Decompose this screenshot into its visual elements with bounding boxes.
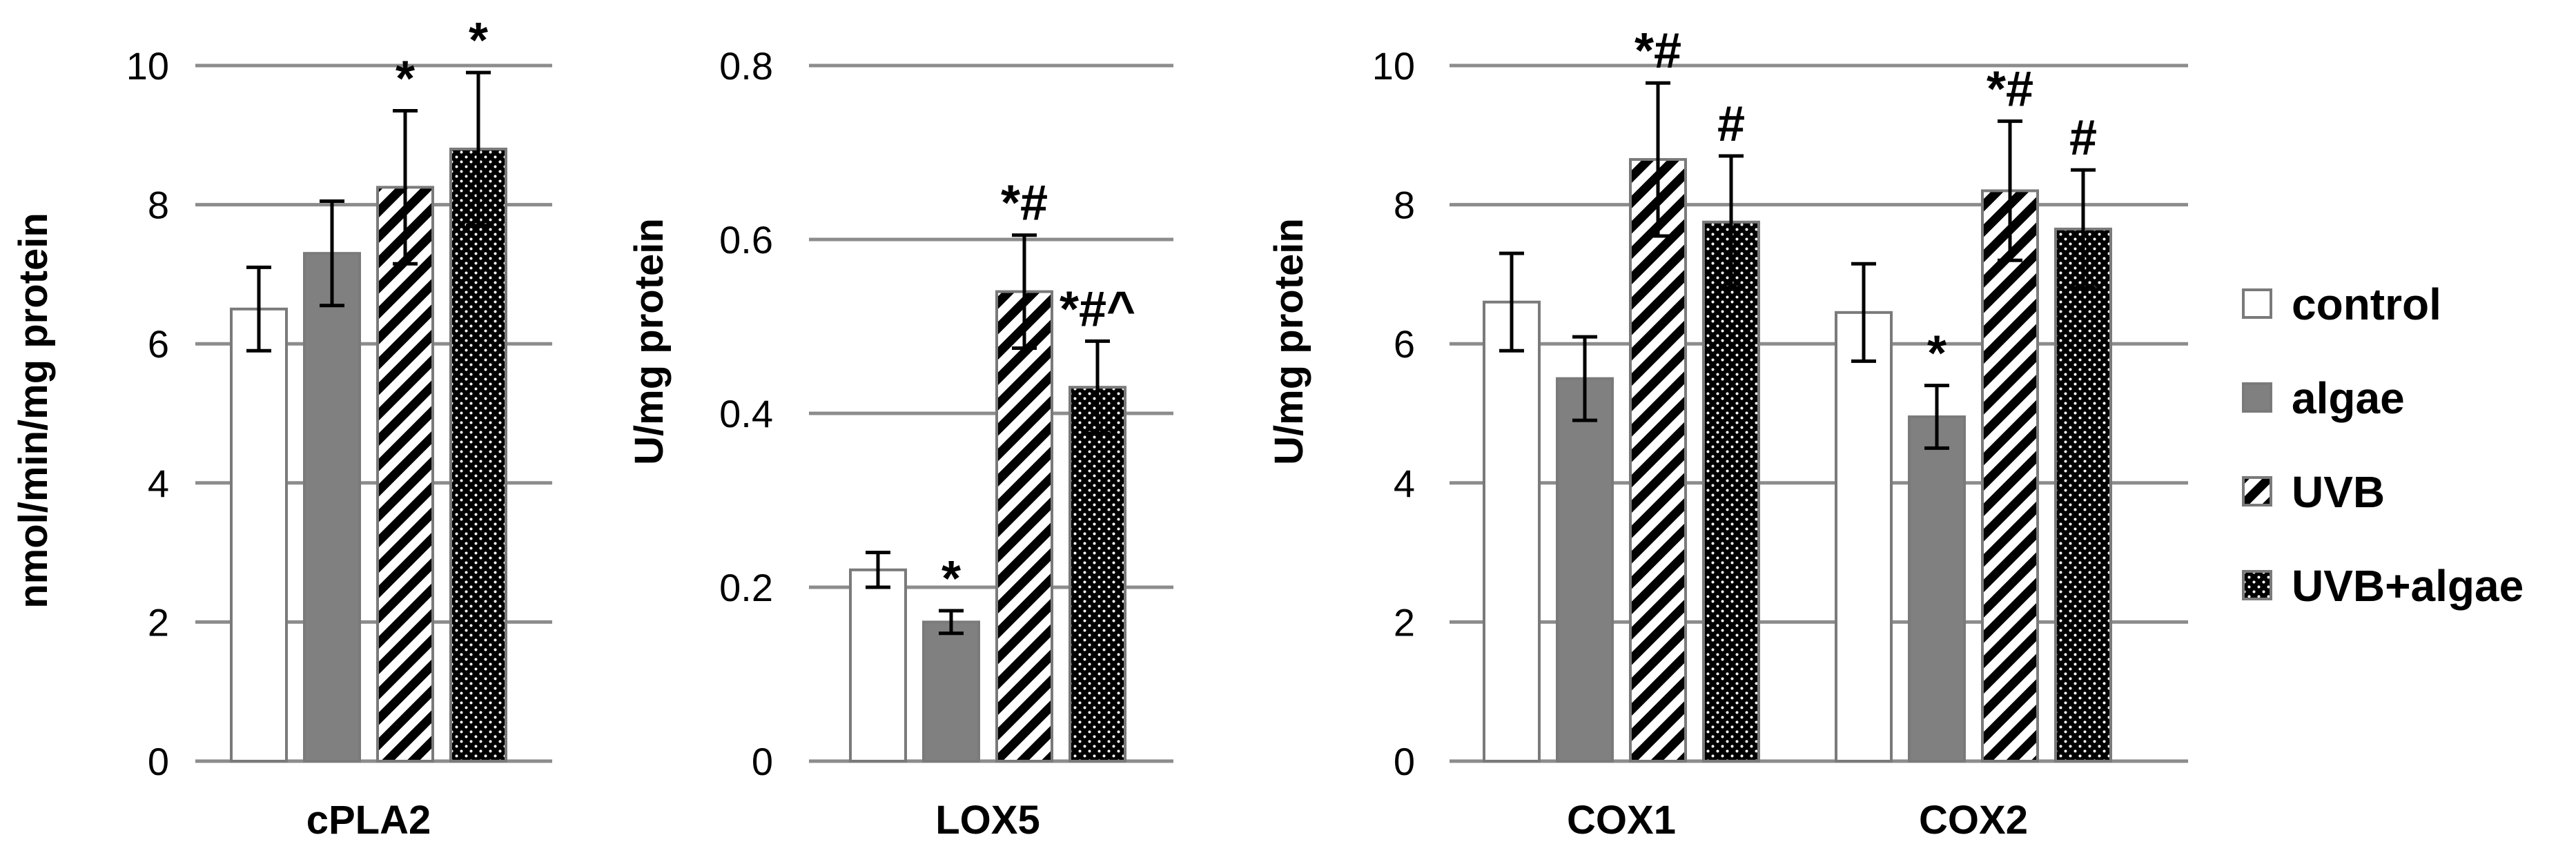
legend-swatch-uvb <box>2242 476 2272 507</box>
bar-cox1-control <box>1483 300 1541 763</box>
bar-cox2-algae <box>1908 415 1966 763</box>
y-tick-label-lox5-1: 0.2 <box>719 566 773 609</box>
bar-cox1-uvb <box>1629 158 1687 763</box>
significance-label-cox2-uvb-algae: # <box>2069 110 2097 166</box>
bar-lox5-algae <box>922 620 980 763</box>
bar-lox5-control <box>849 568 907 763</box>
bar-cpla2-uvb <box>376 186 434 763</box>
error-bar-cox1-uvb <box>1646 81 1670 238</box>
bar-cox2-control <box>1835 311 1893 763</box>
legend-entry-uvb: UVB <box>2242 467 2385 517</box>
y-axis-label-cox: U/mg protein <box>1267 218 1311 465</box>
y-axis-label-cpla2: nmol/min/mg protein <box>11 213 56 609</box>
bar-lox5-uvb <box>995 290 1053 763</box>
error-bar-cox1-algae <box>1572 335 1597 422</box>
error-bar-cox1-control <box>1499 251 1524 353</box>
error-bar-cox2-uvb <box>1998 119 2022 262</box>
y-tick-label-cox1-cox2-5: 10 <box>1372 44 1415 88</box>
chart-panel-lox5: 0 0.2 0.4 0.6 0.8 * *#*#^ LOX5 <box>719 44 1173 843</box>
y-tick-label-lox5-0: 0 <box>752 740 773 783</box>
bar-cox2-uvb-algae <box>2054 227 2112 763</box>
significance-label-cox1-uvb-algae: # <box>1717 97 1745 152</box>
legend-entry-control: control <box>2242 279 2441 329</box>
y-tick-label-cox1-cox2-2: 4 <box>1394 462 1415 505</box>
y-tick-label-cpla2-0: 0 <box>148 740 169 783</box>
y-tick-label-lox5-4: 0.8 <box>719 44 773 88</box>
error-bar-cox2-algae <box>1924 384 1949 450</box>
bar-cpla2-uvb-algae <box>449 147 507 763</box>
legend-label-uvb: UVB <box>2292 467 2385 517</box>
significance-label-cox2-algae: * <box>1927 326 1946 382</box>
bar-cox1-uvb-algae <box>1702 220 1760 763</box>
legend: control algae UVB UVB+algae <box>2242 279 2524 611</box>
chart-panel-cpla2: 0 2 4 6 8 10 * * cPLA2 <box>126 13 552 843</box>
error-bar-cpla2-uvb-algae <box>466 70 491 228</box>
y-tick-label-cox1-cox2-1: 2 <box>1394 600 1415 644</box>
legend-label-uvb-algae: UVB+algae <box>2292 561 2524 611</box>
y-tick-label-cpla2-2: 4 <box>148 462 169 505</box>
category-label-cox2: COX2 <box>1919 798 2028 843</box>
y-tick-label-cox1-cox2-4: 8 <box>1394 184 1415 227</box>
category-label-cpla2: cPLA2 <box>306 798 431 843</box>
y-tick-label-cpla2-3: 6 <box>148 322 169 366</box>
y-tick-label-cox1-cox2-3: 6 <box>1394 322 1415 366</box>
y-tick-label-cox1-cox2-0: 0 <box>1394 740 1415 783</box>
significance-label-cox1-uvb: *# <box>1635 23 1681 79</box>
significance-label-lox5-algae: * <box>941 551 961 607</box>
error-bar-cox1-uvb-algae <box>1719 154 1744 291</box>
error-bar-cpla2-algae <box>320 199 344 308</box>
error-bar-lox5-control <box>866 551 890 589</box>
legend-swatch-control <box>2242 288 2272 319</box>
error-bar-cpla2-uvb <box>393 109 418 266</box>
legend-entry-algae: algae <box>2242 373 2405 423</box>
error-bar-lox5-uvb <box>1012 233 1037 350</box>
y-tick-label-lox5-2: 0.4 <box>719 392 773 435</box>
significance-label-lox5-uvb: *# <box>1001 176 1048 231</box>
significance-label-cpla2-uvb-algae: * <box>469 13 488 68</box>
y-tick-label-lox5-3: 0.6 <box>719 218 773 262</box>
legend-label-algae: algae <box>2292 373 2405 423</box>
chart-panel-cox: 0 2 4 6 8 10 *# # COX1 * *# # COX2 <box>1372 23 2188 843</box>
y-tick-label-cpla2-1: 2 <box>148 600 169 644</box>
bar-cpla2-control <box>230 307 288 763</box>
error-bar-cox2-control <box>1851 262 1876 363</box>
error-bar-lox5-uvb-algae <box>1085 339 1110 435</box>
legend-swatch-algae <box>2242 382 2272 413</box>
error-bar-cpla2-control <box>246 265 271 353</box>
bar-cpla2-algae <box>303 252 361 763</box>
significance-label-cpla2-uvb: * <box>396 52 415 107</box>
bar-cox2-uvb <box>1981 189 2039 763</box>
category-label-lox5: LOX5 <box>935 798 1040 843</box>
legend-entry-uvb-algae: UVB+algae <box>2242 561 2524 611</box>
legend-swatch-uvb-algae <box>2242 570 2272 600</box>
category-label-cox1: COX1 <box>1567 798 1676 843</box>
significance-label-lox5-uvb-algae: *#^ <box>1060 282 1135 337</box>
y-tick-label-cpla2-5: 10 <box>126 44 169 88</box>
error-bar-lox5-algae <box>939 609 964 636</box>
legend-label-control: control <box>2292 279 2441 329</box>
bar-lox5-uvb-algae <box>1069 386 1126 763</box>
significance-label-cox2-uvb: *# <box>1987 62 2033 117</box>
y-axis-label-lox5: U/mg protein <box>627 218 672 465</box>
bar-cox1-algae <box>1556 377 1614 763</box>
error-bar-cox2-uvb-algae <box>2071 168 2096 291</box>
y-tick-label-cpla2-4: 8 <box>148 184 169 227</box>
